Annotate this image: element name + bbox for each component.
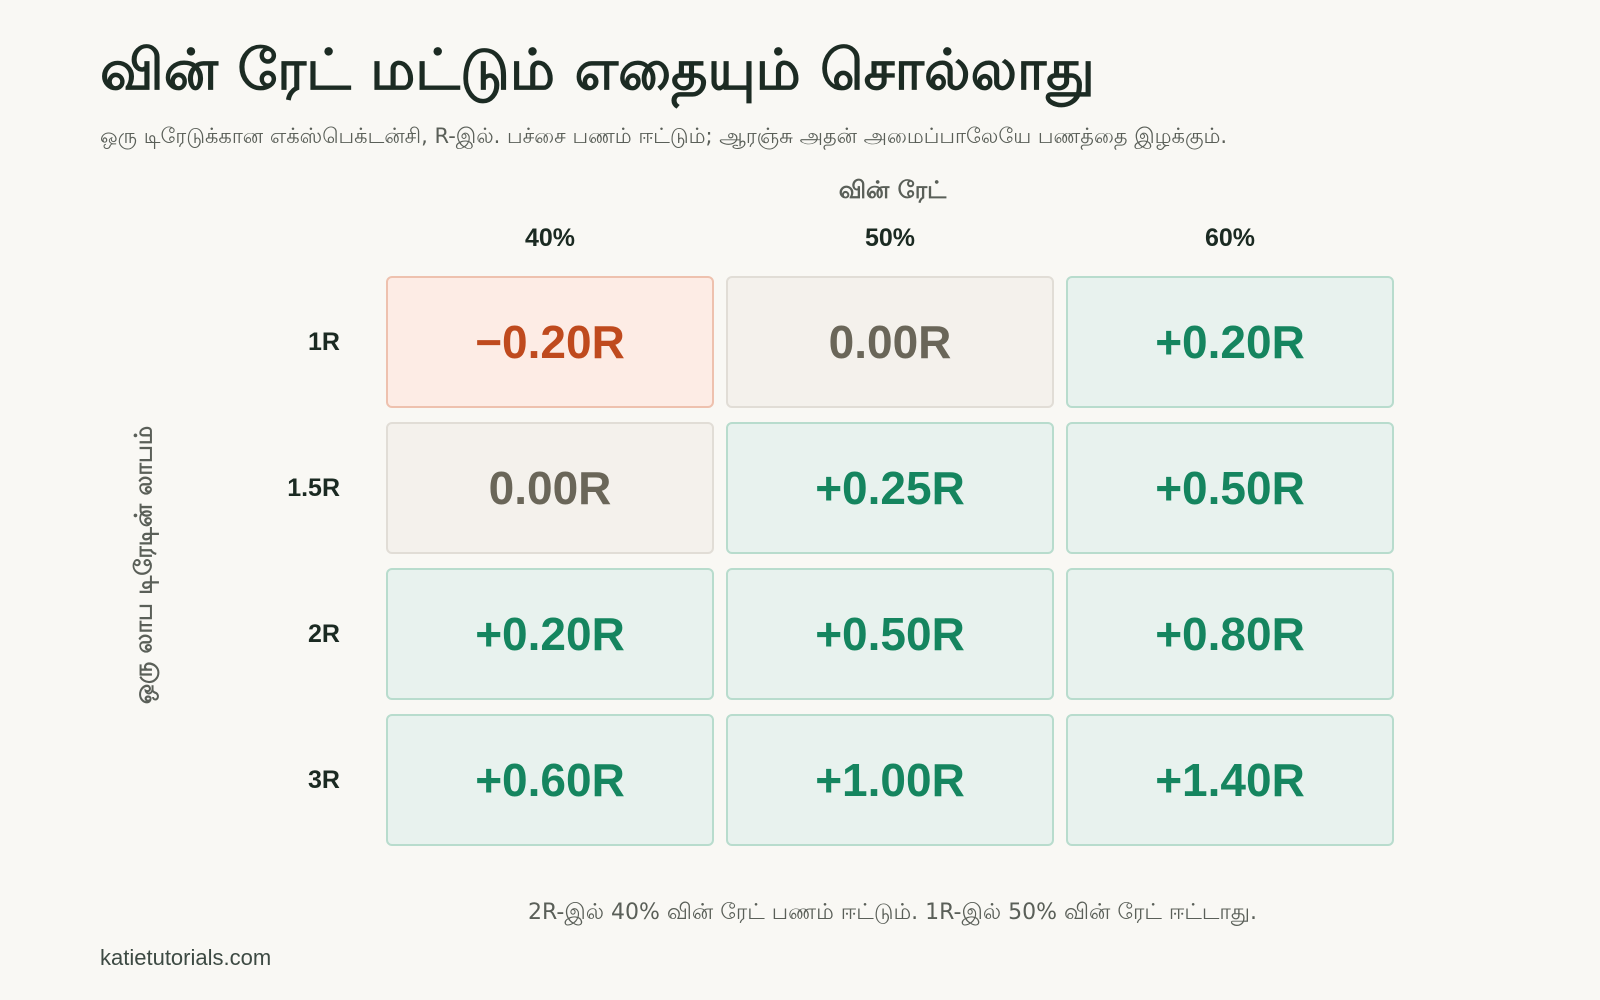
chart-title: வின் ரேட் மட்டும் எதையும் சொல்லாது <box>100 38 1095 103</box>
cell-r3-c1: +0.20R <box>386 568 714 700</box>
row-label-1: 1R <box>308 328 340 356</box>
row-label-4: 3R <box>308 766 340 794</box>
row-label-3: 2R <box>308 620 340 648</box>
col-label-3: 60% <box>1204 224 1256 252</box>
cell-r4-c3: +1.40R <box>1066 714 1394 846</box>
cell-r3-c2: +0.50R <box>726 568 1054 700</box>
x-axis-title: வின் ரேட் <box>838 176 947 204</box>
chart-annotation: 2R-இல் 40% வின் ரேட் பணம் ஈட்டும். 1R-இல… <box>528 900 1257 925</box>
brand-link[interactable]: katietutorials.com <box>100 945 272 970</box>
chart-subtitle: ஒரு டிரேடுக்கான எக்ஸ்பெக்டன்சி, R-இல். ப… <box>100 124 1228 148</box>
cell-r2-c3: +0.50R <box>1066 422 1394 554</box>
col-label-1: 40% <box>524 224 576 252</box>
cell-r2-c1: 0.00R <box>386 422 714 554</box>
cell-r2-c2: +0.25R <box>726 422 1054 554</box>
cell-r3-c3: +0.80R <box>1066 568 1394 700</box>
col-label-2: 50% <box>864 224 916 252</box>
cell-r1-c3: +0.20R <box>1066 276 1394 408</box>
row-label-2: 1.5R <box>287 474 340 502</box>
y-axis-title: ஒரு லாப டிரேடின் லாபம் <box>129 425 158 705</box>
cell-r4-c2: +1.00R <box>726 714 1054 846</box>
cell-r1-c1: −0.20R <box>386 276 714 408</box>
cell-r1-c2: 0.00R <box>726 276 1054 408</box>
cell-r4-c1: +0.60R <box>386 714 714 846</box>
